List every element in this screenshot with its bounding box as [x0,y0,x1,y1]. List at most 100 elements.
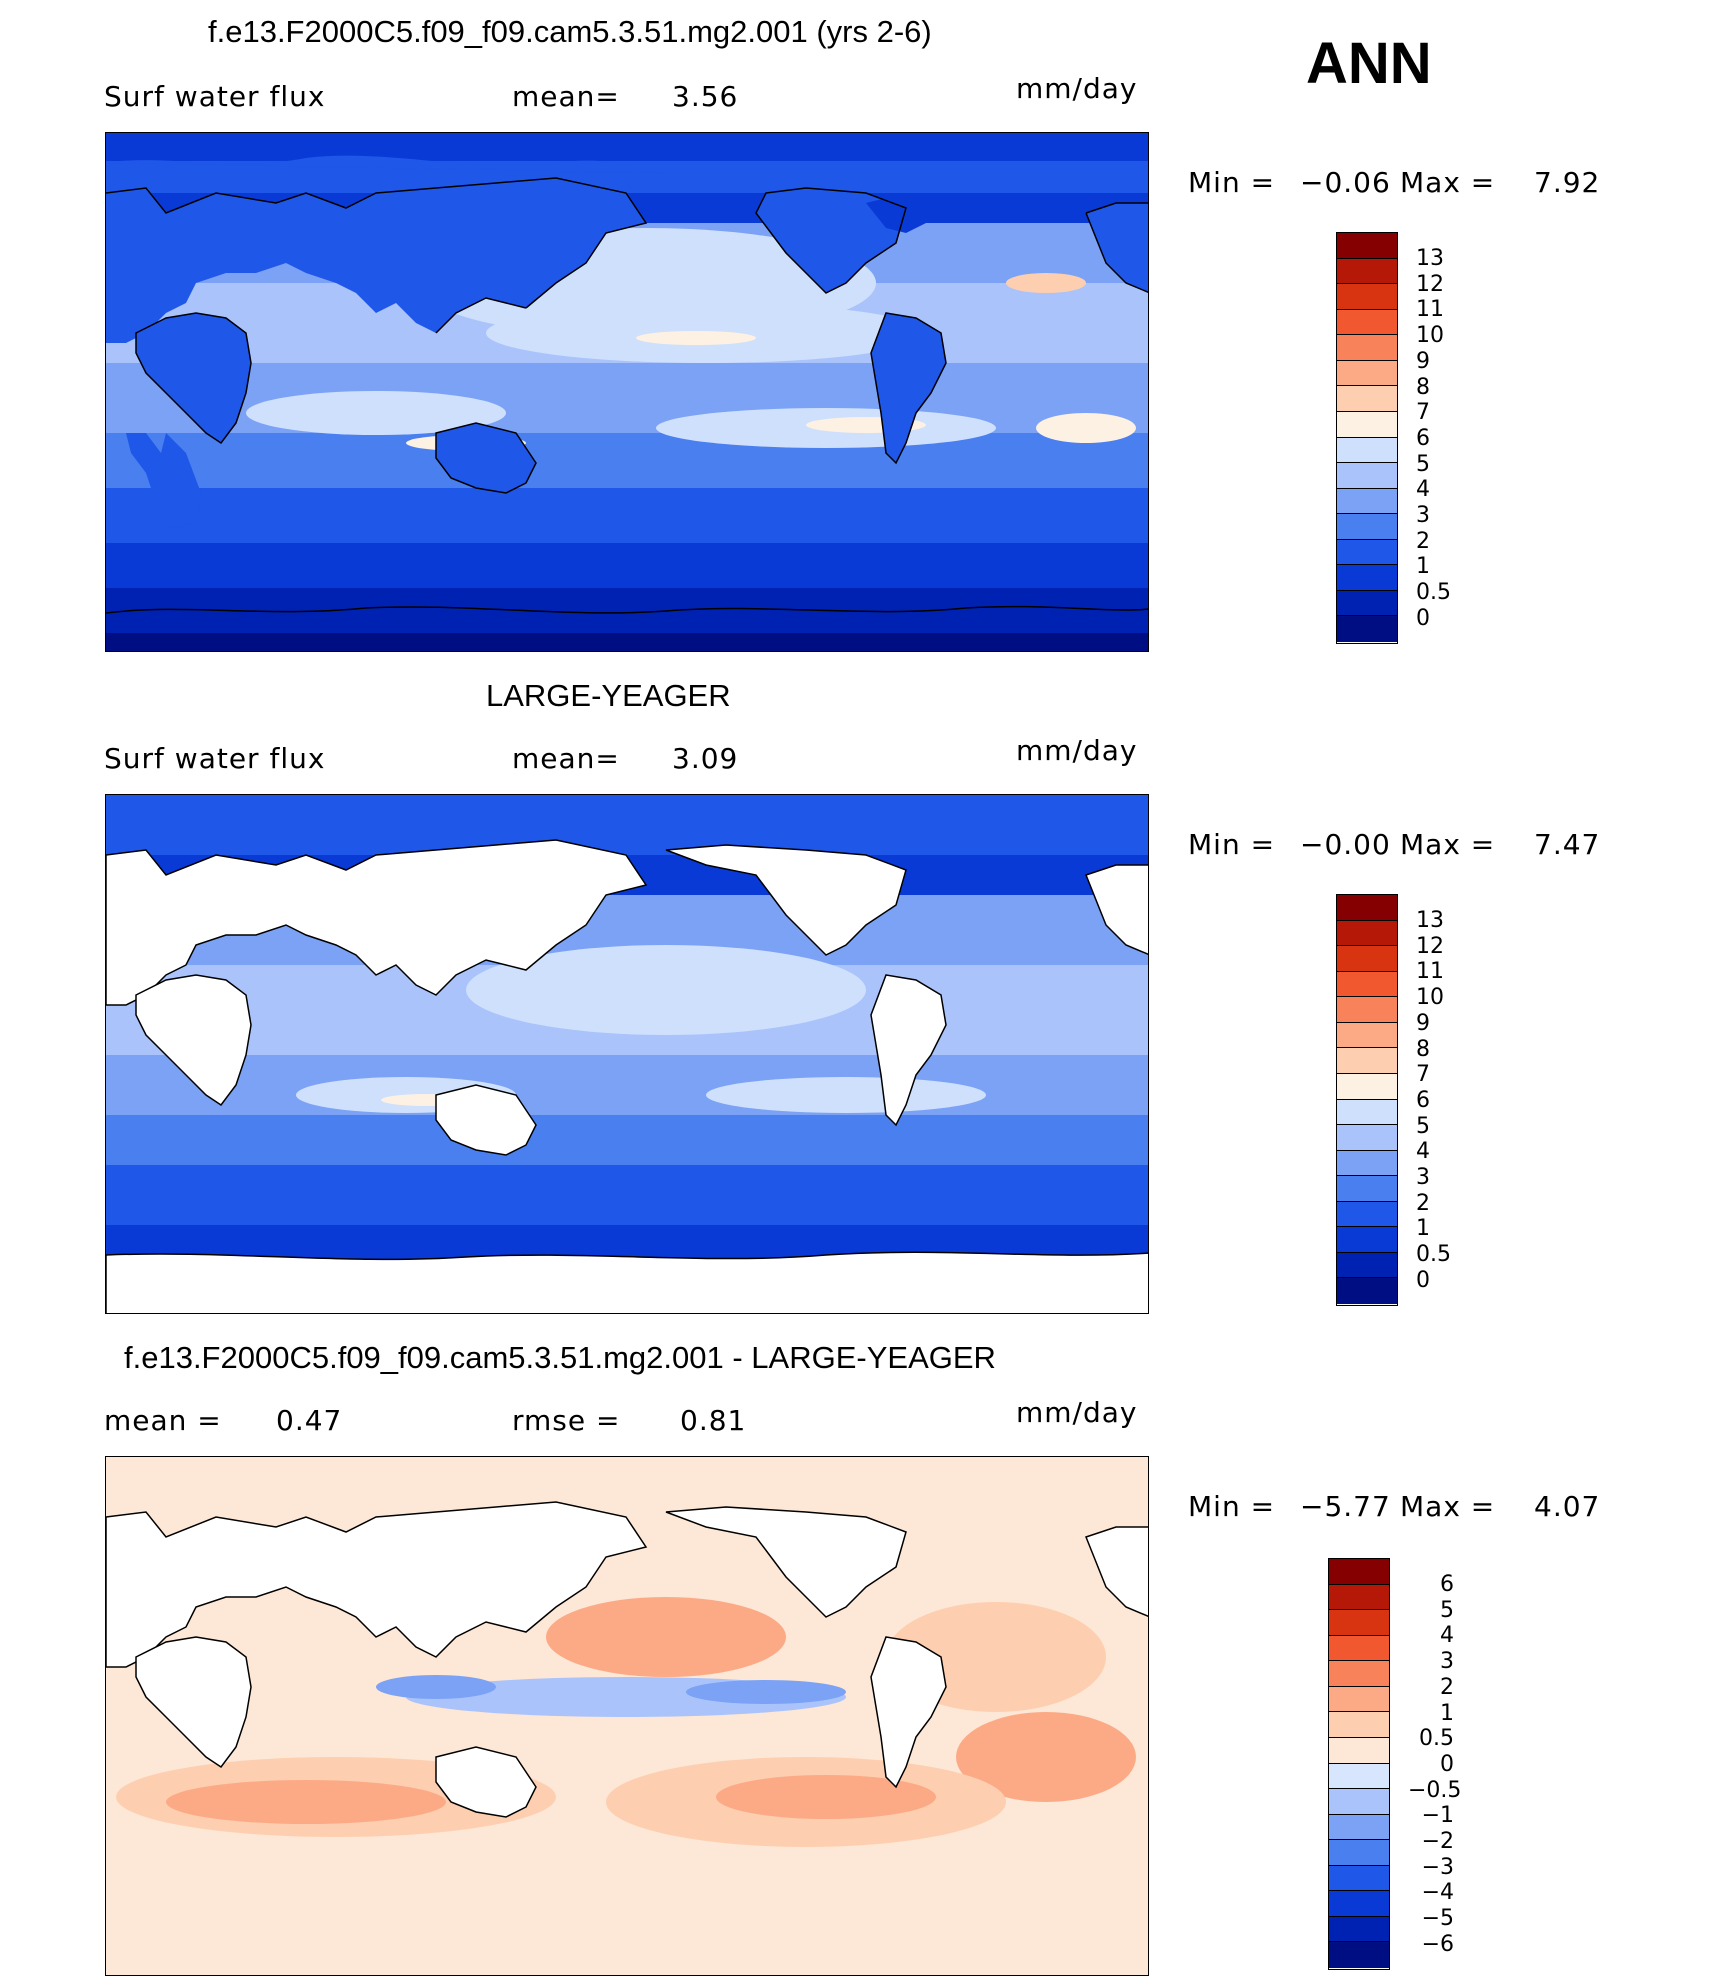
colorbar-tick-label: 13 [1416,908,1444,933]
colorbar-tick-label: −2 [1421,1829,1454,1855]
colorbar-swatch [1329,1712,1389,1738]
colorbar-swatch [1337,895,1397,921]
panel3-min-value: −5.77 [1300,1490,1391,1523]
colorbar-swatch [1337,616,1397,642]
panel3-units: mm/day [1016,1396,1138,1429]
colorbar-swatch [1337,1201,1397,1228]
colorbar-tick-label: 6 [1416,1087,1430,1113]
colorbar-swatch [1337,284,1397,310]
panel2-title: LARGE-YEAGER [486,678,731,713]
colorbar-tick-label: 13 [1416,246,1444,271]
colorbar-swatch [1329,1737,1389,1764]
colorbar-tick-label: 2 [1440,1674,1454,1700]
colorbar-tick-label: 12 [1416,271,1444,297]
colorbar-tick-label: 1 [1440,1700,1454,1726]
colorbar-swatch [1329,1610,1389,1636]
colorbar-tick-label: −1 [1421,1803,1454,1829]
colorbar-tick-label: 3 [1440,1649,1454,1675]
colorbar-tick-label: −5 [1421,1906,1454,1932]
colorbar-tick-label: 2 [1416,528,1430,554]
panel2-units: mm/day [1016,734,1138,767]
colorbar-swatch [1337,1176,1397,1202]
colorbar-tick-label: 0.5 [1419,1726,1454,1752]
panel1-map-svg [106,133,1148,651]
panel2-max-value: 7.47 [1534,828,1601,861]
colorbar-swatch [1337,437,1397,464]
colorbar-swatch [1329,1763,1389,1790]
colorbar-swatch [1329,1865,1389,1892]
colorbar-tick-label: 4 [1416,1139,1430,1165]
colorbar-tick-label: 0.5 [1416,580,1451,606]
colorbar-swatch [1337,514,1397,540]
colorbar-swatch [1329,1891,1389,1917]
colorbar-tick-label: 5 [1416,1113,1430,1139]
panel3-max-value: 4.07 [1534,1490,1601,1523]
colorbar-tick-label: 1 [1416,1216,1430,1242]
colorbar-swatch [1337,539,1397,566]
colorbar-tick-label: 0.5 [1416,1242,1451,1268]
colorbar-tick-label: 9 [1416,348,1430,374]
panel2-map [105,794,1149,1314]
panel1-min-value: −0.06 [1300,166,1391,199]
panel2-min-value: −0.00 [1300,828,1391,861]
panel2-mean-value: 3.09 [672,742,739,775]
colorbar-swatch [1329,1559,1389,1585]
colorbar-tick-label: 7 [1416,400,1430,426]
colorbar-swatch [1329,1789,1389,1815]
panel3-mean-value: 0.47 [276,1404,343,1437]
colorbar-swatch [1337,309,1397,336]
colorbar-swatch [1329,1661,1389,1687]
colorbar-tick-label: 3 [1416,1165,1430,1191]
panel1-colorbar-labels: 13 12 11 10 9 8 7 6 5 4 3 2 1 0.5 0 [1416,246,1451,632]
colorbar-tick-label: 5 [1416,451,1430,477]
colorbar-swatch [1337,258,1397,285]
colorbar-tick-label: 3 [1416,503,1430,529]
panel1-mean-value: 3.56 [672,80,739,113]
colorbar-tick-label: 1 [1416,554,1430,580]
panel1-units: mm/day [1016,72,1138,105]
colorbar-swatch [1337,565,1397,591]
panel2-mean-label: mean= [512,742,620,775]
colorbar-tick-label: 9 [1416,1010,1430,1036]
panel1-max-value: 7.92 [1534,166,1601,199]
colorbar-tick-label: 0 [1416,1267,1430,1293]
colorbar-swatch [1337,1278,1397,1304]
panel1-colorbar [1336,232,1398,644]
panel3-colorbar-labels: 6 5 4 3 2 1 0.5 0 −0.5 −1 −2 −3 −4 −5 −6 [1408,1572,1461,1958]
colorbar-swatch [1337,1073,1397,1100]
colorbar-swatch [1337,997,1397,1023]
colorbar-tick-label: 6 [1440,1572,1454,1597]
colorbar-swatch [1337,1022,1397,1049]
colorbar-tick-label: −3 [1421,1854,1454,1880]
panel3-title: f.e13.F2000C5.f09_f09.cam5.3.51.mg2.001 … [124,1340,996,1375]
colorbar-tick-label: 12 [1416,933,1444,959]
colorbar-swatch [1337,411,1397,438]
panel1-mean-label: mean= [512,80,620,113]
colorbar-tick-label: 7 [1416,1062,1430,1088]
colorbar-swatch [1329,1916,1389,1943]
season-label: ANN [1306,31,1432,96]
colorbar-swatch [1337,1252,1397,1279]
panel3-map-svg [106,1457,1148,1975]
colorbar-tick-label: 8 [1416,1036,1430,1062]
colorbar-swatch [1337,463,1397,489]
panel3-max-label: Max = [1400,1490,1496,1523]
panel3-colorbar [1328,1558,1390,1970]
colorbar-tick-label: 10 [1416,323,1444,349]
colorbar-swatch [1337,1099,1397,1126]
colorbar-tick-label: 0 [1440,1751,1454,1777]
panel1-title: f.e13.F2000C5.f09_f09.cam5.3.51.mg2.001 … [208,14,932,49]
colorbar-swatch [1329,1814,1389,1841]
colorbar-tick-label: 4 [1416,477,1430,503]
colorbar-swatch [1337,1048,1397,1074]
colorbar-swatch [1337,335,1397,361]
colorbar-swatch [1337,946,1397,972]
panel2-map-svg [106,795,1148,1313]
colorbar-tick-label: 4 [1440,1623,1454,1649]
panel2-max-label: Max = [1400,828,1496,861]
colorbar-tick-label: −6 [1421,1931,1454,1957]
panel1-max-label: Max = [1400,166,1496,199]
colorbar-tick-label: 11 [1416,297,1444,323]
colorbar-swatch [1337,233,1397,259]
panel1-map [105,132,1149,652]
